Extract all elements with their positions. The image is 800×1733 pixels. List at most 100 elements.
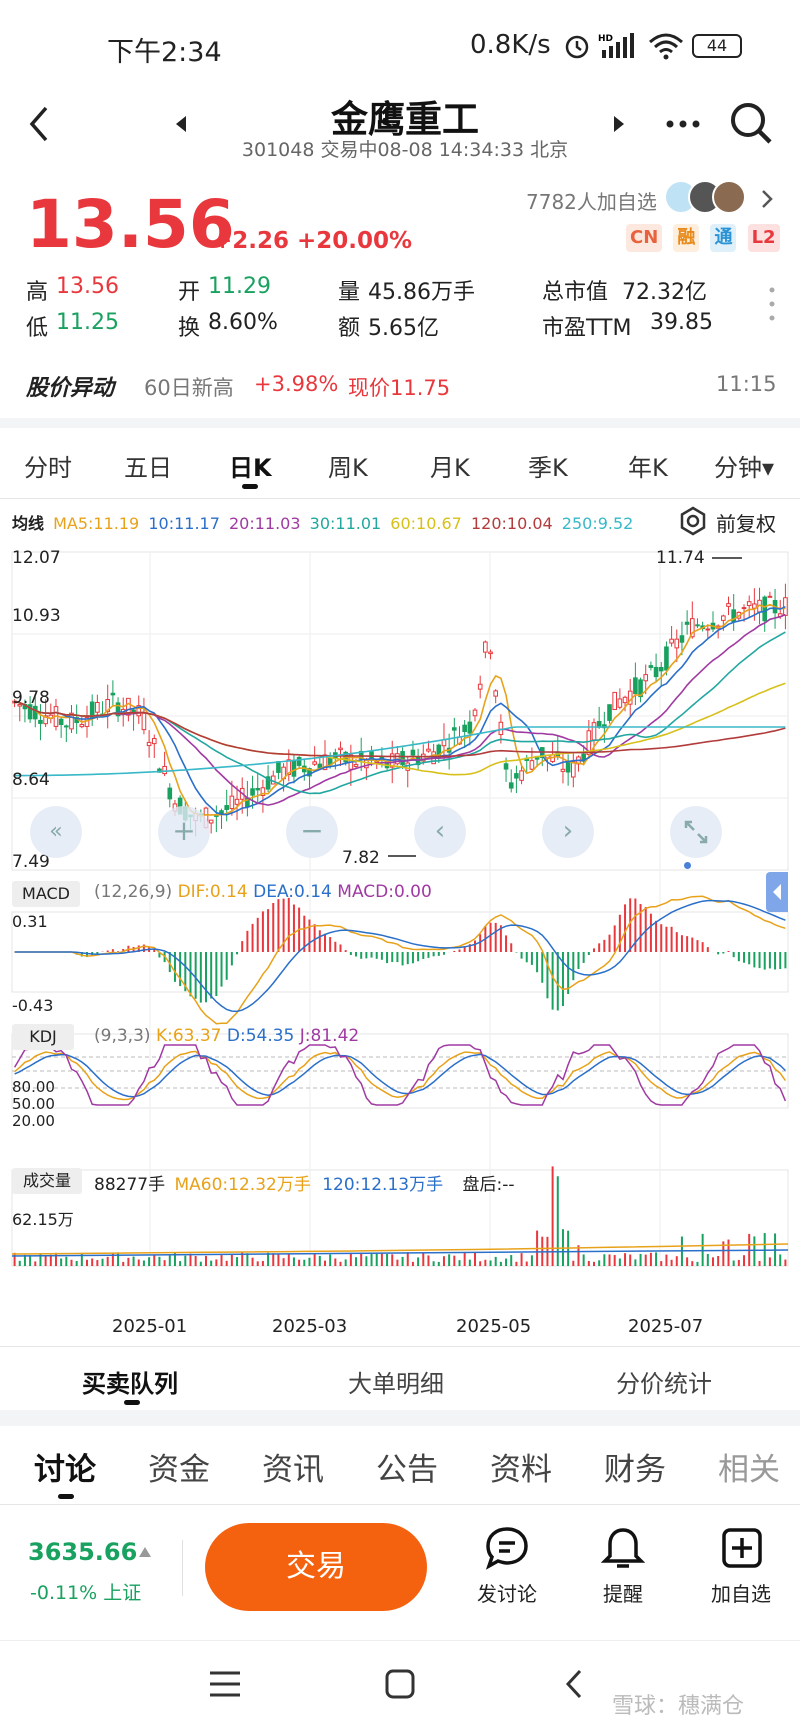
candle-body [519,770,524,781]
candle-body [162,765,167,775]
badge-margin[interactable]: 融 [673,224,700,252]
back-icon[interactable] [26,104,52,144]
stat-open-label: 开 [178,280,201,305]
x-date: 2025-03 [272,1316,348,1337]
discuss-button[interactable]: 发讨论 [470,1526,544,1616]
candle-body [503,763,509,770]
adjust-mode[interactable]: 前复权 [716,512,776,536]
scroll-left-button[interactable]: ‹ [414,806,466,858]
candle-body [570,761,576,778]
alert-pct[interactable]: +3.98% [254,372,339,396]
chevron-right-icon[interactable] [760,188,774,210]
index-change[interactable]: -0.11% 上证 [30,1582,142,1604]
tab-financials[interactable]: 财务 [604,1452,666,1488]
candle-body [219,810,224,814]
remind-label: 提醒 [603,1582,643,1606]
tab-weekly[interactable]: 周K [328,454,368,482]
tab-profile[interactable]: 资料 [490,1452,552,1488]
candle-body [483,641,488,653]
candle-body [452,727,457,731]
candle-body [291,759,297,777]
add-watchlist-button[interactable]: 加自选 [702,1526,780,1616]
side-panel-toggle[interactable] [766,872,788,912]
ma30-value: 30:11.01 [309,514,382,533]
tab-news[interactable]: 资讯 [262,1452,324,1488]
search-icon[interactable] [728,100,774,146]
badge-l2[interactable]: L2 [747,224,780,252]
stat-high-label: 高 [26,280,49,305]
low-annotation: 7.82 [342,848,380,868]
candle-body [674,638,680,649]
home-icon[interactable] [384,1668,416,1700]
expand-dots-icon[interactable] [768,286,776,322]
svg-text:HD: HD [598,34,613,44]
trade-button[interactable]: 交易 [205,1523,427,1611]
tab-funds[interactable]: 资金 [148,1452,210,1488]
zoom-in-button[interactable]: + [158,806,210,858]
scroll-far-left-button[interactable]: « [30,806,82,858]
y-tick: 12.07 [12,548,61,568]
watcher-avatars[interactable] [664,180,748,216]
alert-label[interactable]: 股价异动 [26,376,115,401]
candle-body [410,749,416,756]
triangle-up-icon [139,1547,151,1557]
zoom-out-button[interactable]: − [286,806,338,858]
tab-announcements[interactable]: 公告 [376,1452,438,1488]
adjust-settings-icon[interactable] [678,506,708,536]
volume-label[interactable]: 成交量 [12,1168,82,1194]
y-tick: 7.49 [12,852,50,872]
kdj-label[interactable]: KDJ [12,1024,74,1050]
tab-5day[interactable]: 五日 [124,454,172,482]
scroll-right-button[interactable]: › [542,806,594,858]
ma-line [14,605,786,816]
tab-intraday[interactable]: 分时 [24,454,72,482]
alert-desc[interactable]: 60日新高 [144,376,234,400]
volume-ma60: MA60:12.32万手 [174,1175,311,1195]
tab-discuss[interactable]: 讨论 [34,1452,96,1488]
candle-body [441,739,447,747]
menu-icon[interactable] [208,1670,242,1698]
fullscreen-button[interactable] [670,806,722,858]
prev-stock-icon[interactable] [174,114,188,134]
tab-daily[interactable]: 日K [229,454,272,482]
more-icon[interactable] [665,118,701,130]
candle-body [400,751,405,766]
candle-body [43,715,48,725]
stat-pe: 39.85 [650,310,713,335]
tab-big-orders[interactable]: 大单明细 [348,1370,444,1398]
candle-body [208,819,214,824]
badge-cn[interactable]: CN [626,224,663,252]
tab-order-queue[interactable]: 买卖队列 [82,1370,178,1398]
ma250-value: 250:9.52 [561,514,634,533]
index-value[interactable]: 3635.66 [28,1538,138,1566]
kdj-line [14,1053,786,1098]
badge-connect[interactable]: 通 [710,224,737,252]
candle-body [17,703,23,707]
macd-dif: DIF:0.14 [177,882,248,902]
tab-related[interactable]: 相关 [718,1452,780,1488]
tab-quarterly[interactable]: 季K [528,454,568,482]
kdj-d: D:54.35 [226,1026,295,1046]
tab-minute[interactable]: 分钟▾ [714,454,775,482]
candle-body [560,768,566,772]
tab-price-stats[interactable]: 分价统计 [616,1370,712,1398]
stat-amount: 5.65亿 [368,316,439,341]
watermark: 雪球：穗满仓 [612,1694,745,1719]
candle-body [695,624,700,627]
tab-monthly[interactable]: 月K [430,454,470,482]
divider [0,498,800,499]
volume-ma-line [11,1243,789,1255]
macd-line [14,899,786,1013]
macd-legend: (12,26,9) DIF:0.14 DEA:0.14 MACD:0.00 [94,882,432,902]
macd-label[interactable]: MACD [12,881,80,907]
y-tick: 10.93 [12,606,61,626]
candle-body [467,721,473,734]
stock-charts[interactable] [0,540,800,1340]
alert-price[interactable]: 现价11.75 [348,376,451,400]
nav-back-icon[interactable] [564,1668,584,1700]
remind-button[interactable]: 提醒 [590,1526,656,1616]
speech-bubble-icon [485,1527,528,1570]
next-stock-icon[interactable] [612,114,626,134]
candle-body [783,597,788,616]
tab-yearly[interactable]: 年K [628,454,668,482]
